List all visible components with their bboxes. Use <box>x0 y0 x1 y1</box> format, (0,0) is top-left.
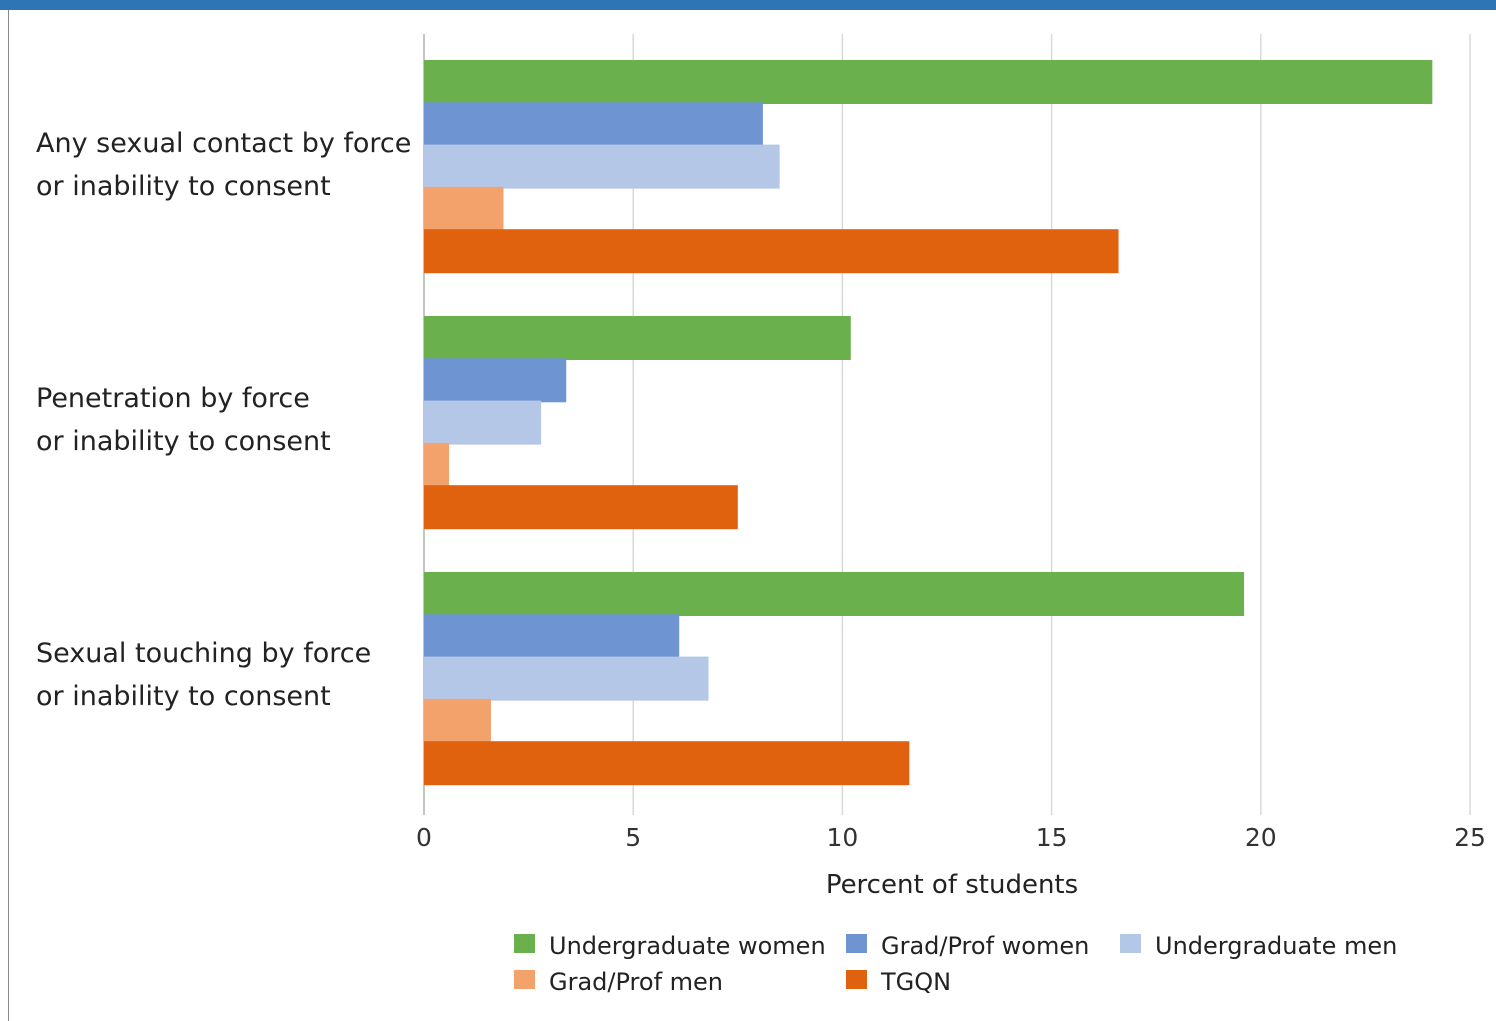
window-top-bar <box>0 0 1496 10</box>
category-label: or inability to consent <box>36 171 331 202</box>
x-tick-label: 0 <box>416 823 432 852</box>
x-axis-title: Percent of students <box>826 870 1078 900</box>
x-tick-label: 10 <box>826 823 858 852</box>
x-tick-label: 20 <box>1245 823 1277 852</box>
category-labels: Any sexual contact by force or inability … <box>36 128 411 712</box>
bar-grad-prof-men-2 <box>424 698 491 743</box>
x-tick-labels: 0 5 10 15 20 25 <box>416 823 1486 852</box>
bar-grad-prof-women-2 <box>424 614 680 659</box>
category-label: Penetration by force <box>36 383 310 414</box>
bar-undergraduate-women-2 <box>424 572 1245 616</box>
category-label: or inability to consent <box>36 426 331 457</box>
bar-undergraduate-men-2 <box>424 656 709 701</box>
legend-label: Grad/Prof women <box>881 932 1089 960</box>
bar-undergraduate-women-0 <box>424 60 1433 104</box>
legend-swatch <box>846 970 867 989</box>
bar-undergraduate-men-0 <box>424 144 780 189</box>
bar-grad-prof-women-1 <box>424 358 567 403</box>
bar-tgqn-2 <box>424 741 910 786</box>
bar-undergraduate-women-1 <box>424 316 851 360</box>
x-tick-label: 5 <box>625 823 641 852</box>
legend-swatch <box>514 970 535 989</box>
bar-tgqn-0 <box>424 229 1119 274</box>
bar-grad-prof-men-1 <box>424 442 450 487</box>
legend-label: Undergraduate women <box>549 932 826 960</box>
legend-swatch <box>1120 934 1141 953</box>
x-tick-label: 15 <box>1036 823 1068 852</box>
bars <box>424 60 1433 786</box>
bar-undergraduate-men-1 <box>424 400 542 445</box>
legend-swatch <box>514 934 535 953</box>
legend-label: Undergraduate men <box>1155 932 1397 960</box>
legend-swatch <box>846 934 867 953</box>
bar-grad-prof-men-0 <box>424 186 504 231</box>
legend-label: TGQN <box>880 968 951 996</box>
category-label: Sexual touching by force <box>36 638 371 669</box>
legend: Undergraduate women Grad/Prof women Underg… <box>514 932 1397 996</box>
bar-tgqn-1 <box>424 485 738 530</box>
bar-grad-prof-women-0 <box>424 102 763 147</box>
window-left-border <box>8 10 9 1021</box>
legend-label: Grad/Prof men <box>549 968 723 996</box>
x-tick-label: 25 <box>1454 823 1486 852</box>
category-label: or inability to consent <box>36 681 331 712</box>
category-label: Any sexual contact by force <box>36 128 411 159</box>
